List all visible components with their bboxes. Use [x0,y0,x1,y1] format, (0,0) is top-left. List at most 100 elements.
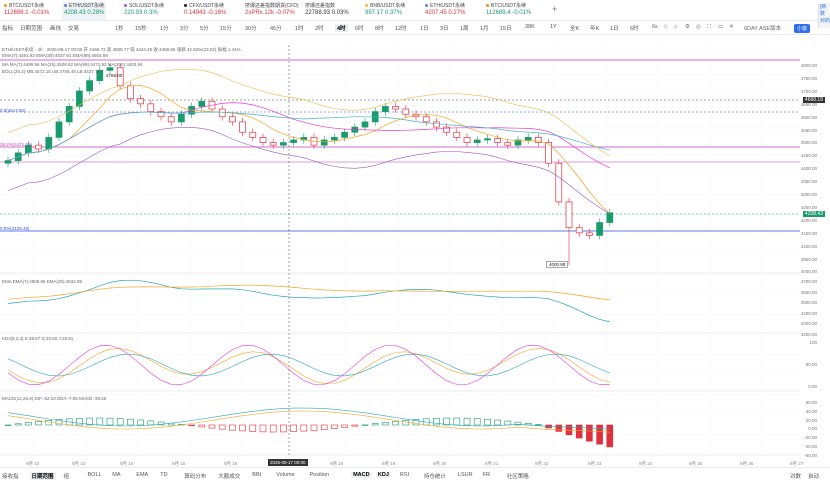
indicator-toggle[interactable]: 算码分布 [184,474,207,480]
toolbar-tool-icon[interactable]: 6s [652,24,658,30]
chart-area[interactable]: ETH/USDT永续 · 4h 2025-09-17 00:00 开 4469.… [0,35,830,467]
toolbar-item[interactable]: 日期范围 [20,26,43,32]
ticker-item[interactable]: BTC/USDT永续 112698.1 -0.01% [2,2,51,20]
macd-histogram-bar [127,418,134,426]
indicator-toggle[interactable]: LSUR [457,472,473,478]
timeframe-toolbar: 指标 日期范围 画线 交易 1秒 15秒 1分 3分 5分 15分 30分 45分 1时 2时 4时 6时 8时… [0,21,830,35]
indicator-toggle[interactable]: 日期范围 [29,472,56,480]
toolbar-tool-icon[interactable]: ◎ [696,24,701,30]
timeframe-3分[interactable]: 3分 [180,26,189,32]
timeframe-45分[interactable]: 45分 [270,26,282,32]
indicator-toggle[interactable]: MACD [351,472,372,478]
timeframe-2时[interactable]: 2时 [315,26,324,32]
ticker-item[interactable]: BNB/USDT永续 997.17 0.37% [363,2,407,20]
float-window-button[interactable]: 小窗 [793,24,810,33]
chart-canvas[interactable] [0,35,830,467]
timeframe-38K[interactable]: 38K [525,24,535,30]
timeframe-15秒[interactable]: 15秒 [135,26,147,32]
timeframe-15日[interactable]: 15日 [500,26,512,32]
timeframe-1Y[interactable]: 1Y [550,24,557,30]
ticker-item[interactable]: ETH/USDT永续 4208.43 0.28% [62,2,107,20]
toolbar-tool-icon[interactable]: ✕ [729,24,734,30]
timeframe-1分[interactable]: 1分 [160,26,169,32]
indicator-toggle[interactable]: 持仓统计 [423,474,446,480]
candle-down [433,121,440,128]
date-axis-tick: 9月 14 [120,461,134,466]
timeframe-年K[interactable]: 年K [590,26,600,32]
toolbar-tool-icon[interactable]: ⛶ [707,24,711,30]
macd-axis-tick: -60.00 [804,452,817,458]
indicator-toggle[interactable]: Volume [276,472,295,478]
macd-dif-line [7,407,610,430]
candle-down [259,137,267,143]
ticker-item[interactable]: SOL/USDT永续 220.93 0.3% [122,2,166,20]
timeframe-3日[interactable]: 3日 [440,26,449,32]
indicator-toggle[interactable]: 社区策略 [506,474,529,480]
timeframe-全K[interactable]: 全K [570,26,580,32]
ticker-price: 2xPRx.12k -0.07% [245,10,295,16]
ticker-item[interactable]: 挤爆还差指数期货(CFD) 2xPRx.12k -0.07% [243,2,301,20]
timeframe-6时[interactable]: 6时 [630,26,639,32]
timeframe-30分[interactable]: 30分 [245,26,257,32]
timeframe-8时[interactable]: 8时 [375,26,384,32]
indicator-toggle[interactable]: 组 [63,474,70,480]
indicator-toggle[interactable]: TD [160,472,168,478]
price-axis-tick: 4400.00 [800,166,817,172]
date-axis-tick: 9月 23 [588,461,602,466]
indicator-toggle[interactable]: 接收指 [2,474,19,480]
toolbar-tool-icon[interactable]: ⌂ [674,24,678,30]
add-ticker-icon[interactable]: + [552,4,558,14]
macd-histogram-bar [229,424,236,431]
indicator-toggle[interactable]: FR [482,472,491,478]
timeframe-5分[interactable]: 5分 [200,26,209,32]
toolbar-tool-icon[interactable]: ☆ [663,24,668,30]
side-panel-tab[interactable]: [新数 对的 [818,4,830,28]
toolbar-item[interactable]: 交易 [68,26,80,32]
price-axis-tick: 4100.00 [800,243,817,249]
timeframe-1秒[interactable]: 1秒 [115,26,124,32]
indicator-toggle[interactable]: RSI [399,472,410,478]
indicator-toggle[interactable]: MA [112,472,121,478]
timeframe-4时[interactable]: 4时 [335,24,348,32]
toolbar-tool-icon[interactable]: ⚙ [685,24,690,30]
candle-down [218,108,226,118]
ma99-line [7,111,610,161]
indicator-toggle[interactable]: 大额成交 [218,474,241,480]
scale-option[interactable]: 对数 [790,474,802,480]
timeframe-15分[interactable]: 15分 [220,26,232,32]
ticker-item[interactable]: ETH/USDT永续 4207.45 0.27% [423,2,467,20]
candle-down [229,116,236,123]
macd-histogram-bar [280,424,287,433]
date-axis-tick: 9月 20 [433,461,447,466]
candle-up [606,212,614,223]
candle-up [473,139,481,143]
candle-down [392,106,399,110]
toolbar-item[interactable]: 画线 [50,26,62,32]
timeframe-6时[interactable]: 6时 [355,26,364,32]
scale-option[interactable]: 自动 [808,474,820,480]
indicator-toggle[interactable]: BBI [252,472,262,478]
candle-down [269,142,277,146]
timeframe-1月[interactable]: 1月 [480,26,489,32]
timeframe-12时[interactable]: 12时 [395,26,407,32]
indicator-toggle[interactable]: EMA [136,472,149,478]
ticker-item[interactable]: 挤爆还差指数 22788.93 0.03% [303,2,351,20]
candle-down [147,103,155,112]
macd-histogram-bar [106,417,114,426]
indicator-toggle[interactable]: KDJ [375,472,391,478]
toolbar-item[interactable]: 指标 [2,26,14,32]
layout-label[interactable]: 6DAY ASE版本 [744,26,782,32]
macd-histogram-bar [137,419,144,426]
ticker-item[interactable]: CFX/USDT永续 0.14943 -0.16% [182,2,228,20]
price-axis-tick: 4450.00 [800,153,817,159]
indicator-toggle[interactable]: BOLL [87,472,102,478]
last-price-tag: 4208.43 [802,211,825,217]
timeframe-1日[interactable]: 1日 [420,26,429,32]
timeframe-1日[interactable]: 1日 [610,26,619,32]
macd-histogram-bar [351,424,359,427]
timeframe-1周[interactable]: 1周 [460,26,469,32]
timeframe-1时[interactable]: 1时 [295,26,304,32]
indicator-toggle[interactable]: Position [309,472,330,478]
ticker-item[interactable]: BTC/USDT永续 112689.4 -0.01% [484,2,533,20]
toolbar-tool-icon[interactable]: ▭ [718,24,724,30]
